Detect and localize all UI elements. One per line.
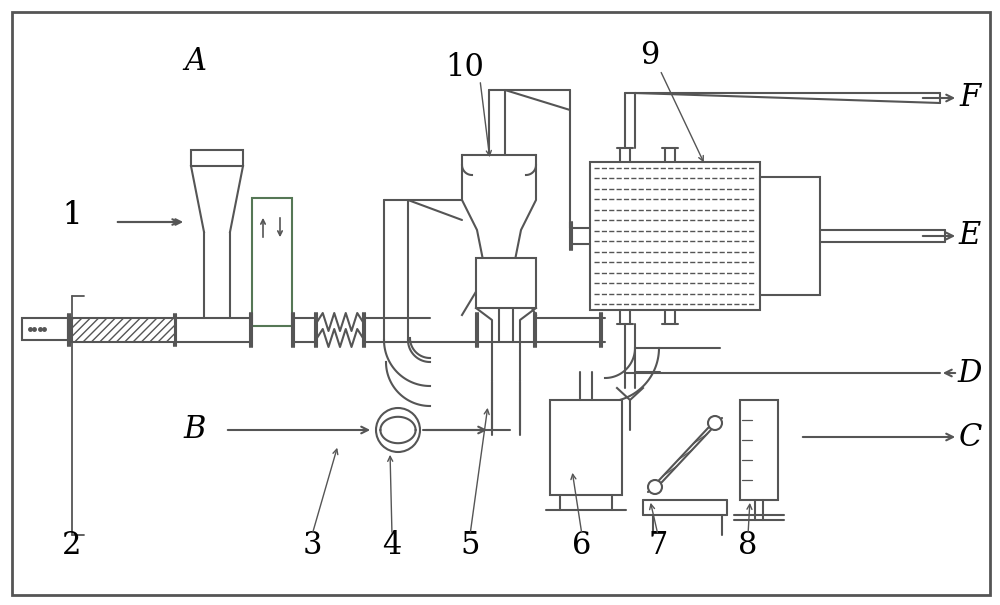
- Bar: [740, 400, 778, 500]
- Circle shape: [376, 408, 420, 452]
- Bar: [72, 318, 175, 342]
- Bar: [590, 162, 760, 310]
- Text: E: E: [959, 220, 981, 252]
- Text: C: C: [958, 422, 982, 453]
- Text: 6: 6: [572, 529, 592, 560]
- Text: 7: 7: [648, 529, 668, 560]
- Text: 1: 1: [62, 200, 82, 231]
- Text: F: F: [959, 82, 981, 114]
- Circle shape: [708, 416, 722, 430]
- Circle shape: [648, 480, 662, 494]
- Text: 3: 3: [302, 529, 322, 560]
- Bar: [252, 198, 292, 326]
- Text: 2: 2: [62, 529, 82, 560]
- Text: 10: 10: [446, 53, 484, 83]
- Bar: [191, 150, 243, 166]
- Text: 9: 9: [640, 39, 660, 71]
- Bar: [476, 258, 536, 308]
- Text: D: D: [958, 358, 982, 388]
- Text: 8: 8: [738, 529, 758, 560]
- Text: A: A: [184, 47, 206, 77]
- Text: 5: 5: [460, 529, 480, 560]
- Text: B: B: [184, 414, 206, 445]
- Bar: [22, 318, 68, 340]
- Bar: [760, 177, 820, 295]
- Bar: [550, 400, 622, 495]
- Text: 1: 1: [62, 200, 82, 231]
- Text: 4: 4: [382, 529, 402, 560]
